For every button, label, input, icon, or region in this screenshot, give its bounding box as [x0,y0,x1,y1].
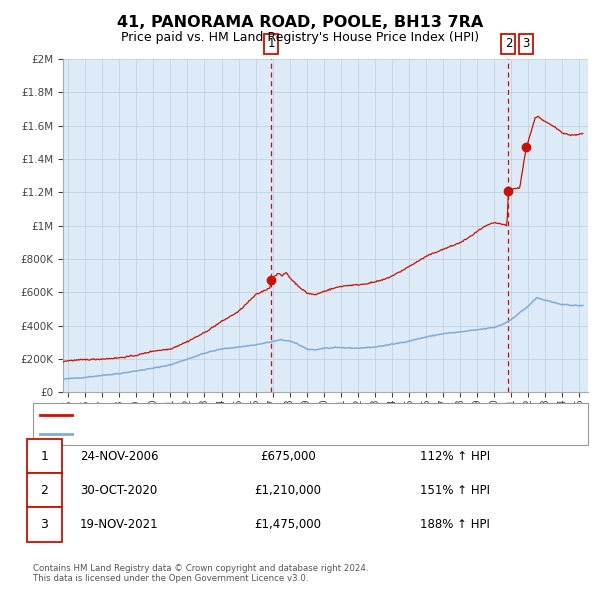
Text: £1,210,000: £1,210,000 [254,484,322,497]
Text: Contains HM Land Registry data © Crown copyright and database right 2024.
This d: Contains HM Land Registry data © Crown c… [33,563,368,583]
Text: 2: 2 [40,484,49,497]
Text: Price paid vs. HM Land Registry's House Price Index (HPI): Price paid vs. HM Land Registry's House … [121,31,479,44]
Text: 112% ↑ HPI: 112% ↑ HPI [420,450,490,463]
Text: 24-NOV-2006: 24-NOV-2006 [80,450,158,463]
Text: 41, PANORAMA ROAD, POOLE, BH13 7RA (detached house): 41, PANORAMA ROAD, POOLE, BH13 7RA (deta… [77,410,384,420]
Text: 151% ↑ HPI: 151% ↑ HPI [420,484,490,497]
Text: 3: 3 [40,518,49,531]
Text: £675,000: £675,000 [260,450,316,463]
Text: 2: 2 [505,38,512,51]
Text: 3: 3 [523,38,530,51]
Text: 1: 1 [40,450,49,463]
Text: £1,475,000: £1,475,000 [254,518,322,531]
Text: 19-NOV-2021: 19-NOV-2021 [80,518,158,531]
Text: 41, PANORAMA ROAD, POOLE, BH13 7RA: 41, PANORAMA ROAD, POOLE, BH13 7RA [117,15,483,30]
Text: 188% ↑ HPI: 188% ↑ HPI [420,518,490,531]
Text: 30-OCT-2020: 30-OCT-2020 [80,484,157,497]
Text: 1: 1 [267,38,275,51]
Text: HPI: Average price, detached house, Bournemouth Christchurch and Poole: HPI: Average price, detached house, Bour… [77,428,465,438]
